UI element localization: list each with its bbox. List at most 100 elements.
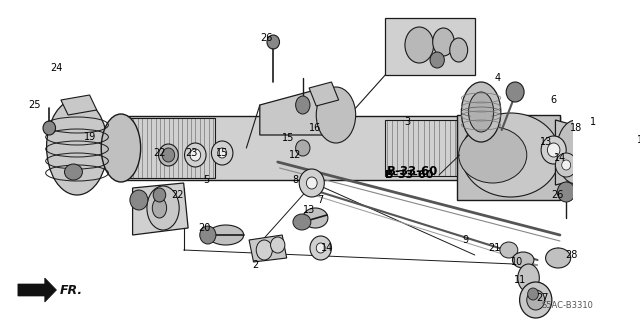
Text: B-33-60: B-33-60	[385, 170, 434, 180]
Ellipse shape	[518, 264, 540, 292]
Ellipse shape	[184, 143, 206, 167]
Ellipse shape	[433, 28, 454, 56]
Ellipse shape	[130, 190, 148, 210]
Ellipse shape	[152, 198, 166, 218]
Bar	[116, 116, 560, 180]
Text: 17: 17	[637, 135, 640, 145]
Ellipse shape	[47, 99, 108, 195]
Text: B-33-60: B-33-60	[387, 165, 438, 178]
Text: 8: 8	[292, 175, 299, 185]
Text: 22: 22	[153, 148, 166, 158]
Ellipse shape	[520, 282, 552, 318]
Ellipse shape	[541, 136, 566, 164]
Ellipse shape	[430, 52, 444, 68]
Text: 26: 26	[551, 190, 563, 200]
Ellipse shape	[545, 248, 571, 268]
Ellipse shape	[405, 27, 434, 63]
Text: 27: 27	[536, 293, 548, 303]
Text: 15: 15	[216, 148, 228, 158]
Ellipse shape	[562, 160, 571, 170]
Ellipse shape	[513, 252, 534, 268]
Text: 24: 24	[51, 63, 63, 73]
Ellipse shape	[459, 127, 527, 183]
Text: 18: 18	[570, 123, 582, 133]
Ellipse shape	[43, 121, 56, 135]
Text: 21: 21	[488, 243, 500, 253]
Polygon shape	[309, 82, 339, 106]
Text: 7: 7	[317, 195, 324, 205]
Text: 13: 13	[303, 205, 316, 215]
Text: 14: 14	[321, 243, 333, 253]
Text: 26: 26	[260, 33, 272, 43]
Ellipse shape	[200, 226, 216, 244]
Ellipse shape	[65, 164, 83, 180]
Ellipse shape	[208, 225, 244, 245]
Ellipse shape	[153, 188, 166, 202]
Ellipse shape	[190, 149, 201, 161]
Ellipse shape	[162, 148, 175, 162]
Text: 5: 5	[203, 175, 209, 185]
Text: 2: 2	[252, 260, 259, 270]
Bar	[118, 118, 215, 178]
Ellipse shape	[596, 127, 608, 145]
Ellipse shape	[293, 214, 311, 230]
Text: 19: 19	[83, 132, 96, 142]
Text: 28: 28	[565, 250, 578, 260]
Text: 9: 9	[463, 235, 469, 245]
Polygon shape	[385, 18, 475, 75]
Text: 15: 15	[282, 133, 294, 143]
Polygon shape	[260, 88, 349, 135]
Ellipse shape	[267, 35, 280, 49]
Ellipse shape	[159, 144, 179, 166]
Ellipse shape	[271, 237, 285, 253]
Ellipse shape	[461, 82, 500, 142]
Text: 25: 25	[28, 100, 40, 110]
Bar	[385, 120, 457, 176]
Text: 23: 23	[186, 148, 198, 158]
Text: S5AC-B3310: S5AC-B3310	[541, 301, 593, 310]
Ellipse shape	[547, 143, 560, 157]
Polygon shape	[249, 235, 287, 262]
Text: 22: 22	[171, 190, 184, 200]
Text: 6: 6	[550, 95, 557, 105]
Ellipse shape	[316, 87, 356, 143]
Text: 14: 14	[554, 153, 566, 163]
Text: 3: 3	[404, 117, 411, 127]
Ellipse shape	[527, 288, 538, 300]
Text: 13: 13	[540, 137, 552, 147]
Ellipse shape	[296, 96, 310, 114]
Ellipse shape	[604, 132, 632, 172]
Text: 16: 16	[309, 123, 321, 133]
Polygon shape	[18, 278, 56, 302]
Ellipse shape	[307, 177, 317, 189]
Ellipse shape	[256, 240, 273, 260]
Ellipse shape	[557, 182, 575, 202]
Ellipse shape	[556, 153, 577, 177]
Polygon shape	[556, 120, 596, 185]
Ellipse shape	[211, 141, 233, 165]
Ellipse shape	[593, 116, 640, 188]
Ellipse shape	[461, 113, 560, 197]
Text: 12: 12	[289, 150, 302, 160]
Ellipse shape	[310, 236, 332, 260]
Polygon shape	[457, 115, 560, 200]
Ellipse shape	[500, 242, 518, 258]
Text: 1: 1	[590, 117, 596, 127]
Ellipse shape	[300, 169, 324, 197]
Ellipse shape	[527, 290, 545, 310]
Ellipse shape	[218, 148, 227, 158]
Ellipse shape	[316, 243, 325, 253]
Ellipse shape	[147, 186, 179, 230]
Text: 20: 20	[198, 223, 211, 233]
Ellipse shape	[506, 82, 524, 102]
Text: FR.: FR.	[60, 284, 83, 297]
Ellipse shape	[450, 38, 468, 62]
Ellipse shape	[303, 208, 328, 228]
Polygon shape	[132, 183, 188, 235]
Ellipse shape	[101, 114, 141, 182]
Ellipse shape	[296, 140, 310, 156]
Text: 10: 10	[511, 257, 523, 267]
Polygon shape	[61, 95, 97, 115]
Ellipse shape	[556, 120, 596, 184]
Ellipse shape	[468, 92, 493, 132]
